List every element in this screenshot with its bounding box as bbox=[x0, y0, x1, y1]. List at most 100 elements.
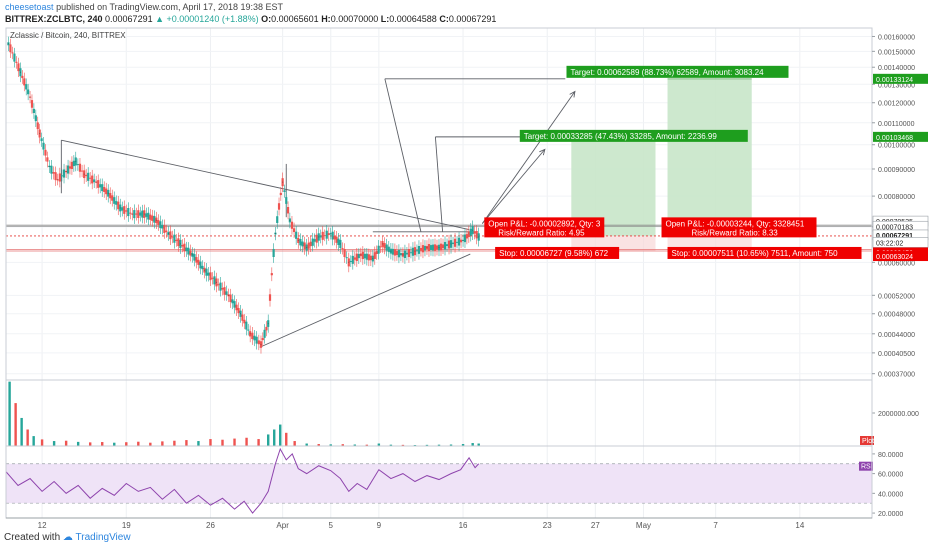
published-text: published on TradingView.com, April 17, … bbox=[56, 2, 284, 12]
price-series bbox=[7, 36, 480, 354]
candle-body bbox=[149, 214, 152, 220]
stop-label-2: Stop: 0.00007511 (10.65%) 7511, Amount: … bbox=[672, 249, 839, 258]
candle-body bbox=[147, 212, 150, 220]
candle-body bbox=[107, 189, 110, 197]
candle-body bbox=[303, 242, 306, 249]
stop-label-2-box bbox=[667, 246, 862, 259]
price-change: ▲ +0.00001240 (+1.88%) bbox=[155, 14, 259, 24]
created-with-text: Created with bbox=[4, 532, 61, 543]
position-annotations: Target: 0.00033285 (47.43%) 33285, Amoun… bbox=[484, 65, 862, 259]
price-point bbox=[155, 219, 157, 221]
candle-body bbox=[451, 242, 455, 245]
rsi-pane: 80.0000 60.0000 40.0000 20.0000 RSI bbox=[5, 447, 903, 518]
candle-body bbox=[175, 239, 178, 241]
price-point bbox=[7, 43, 10, 45]
price-point bbox=[381, 243, 384, 245]
candle-body bbox=[439, 243, 443, 251]
candle-body bbox=[268, 294, 272, 301]
candle-body bbox=[235, 304, 238, 311]
price-label-box-0 bbox=[873, 73, 928, 84]
candle-body bbox=[30, 100, 34, 108]
candle-body bbox=[44, 149, 47, 156]
price-point bbox=[330, 232, 332, 235]
candle-body bbox=[367, 254, 370, 261]
candle-body bbox=[207, 272, 210, 276]
candle-body bbox=[243, 319, 246, 324]
candle-body bbox=[315, 234, 318, 243]
candle-body bbox=[217, 284, 220, 286]
candle-body bbox=[459, 239, 463, 243]
candle-body bbox=[17, 63, 20, 72]
candle-body bbox=[393, 249, 396, 256]
x-tick-label: 5 bbox=[329, 521, 334, 530]
open-label: O: bbox=[261, 14, 272, 24]
candle-body bbox=[131, 213, 134, 215]
candle-body bbox=[195, 257, 198, 263]
x-tick-label: Apr bbox=[276, 521, 289, 530]
rr-1: Risk/Reward Ratio: 4.95 bbox=[498, 228, 585, 237]
candle-body bbox=[295, 231, 298, 239]
candle-body bbox=[133, 210, 136, 219]
candle-body bbox=[245, 321, 248, 330]
price-point bbox=[75, 160, 77, 163]
candle-body bbox=[329, 233, 332, 235]
price-point bbox=[83, 173, 85, 175]
candle-body bbox=[80, 170, 84, 172]
candle-body bbox=[285, 197, 288, 204]
trend-drawings[interactable] bbox=[60, 78, 576, 348]
volume-bar bbox=[257, 439, 260, 446]
price-point bbox=[48, 165, 50, 168]
candle-body bbox=[223, 287, 226, 295]
candle-body bbox=[355, 253, 358, 262]
candle-body bbox=[286, 207, 290, 214]
candle-body bbox=[361, 251, 364, 260]
candle-body bbox=[435, 245, 439, 250]
x-tick-label: 19 bbox=[122, 521, 131, 530]
candle-body bbox=[145, 213, 148, 217]
candle-body bbox=[27, 89, 30, 95]
candle-body bbox=[219, 282, 222, 291]
price-label-0: 0.00133124 bbox=[876, 77, 913, 84]
candle-body bbox=[263, 329, 266, 338]
price-point bbox=[107, 192, 109, 194]
volume-bar bbox=[40, 439, 44, 446]
candle-body bbox=[179, 239, 182, 248]
price-point bbox=[131, 213, 133, 215]
volume-pane: 2000000.000 Plot bbox=[8, 381, 919, 446]
candle-body bbox=[68, 166, 72, 169]
volume-bar bbox=[341, 444, 344, 446]
price-point bbox=[402, 254, 404, 256]
y-tick-label: 0.00160000 bbox=[878, 34, 915, 41]
candle-body bbox=[95, 181, 98, 183]
price-point bbox=[191, 254, 194, 256]
candle-body bbox=[347, 258, 350, 267]
candle-body bbox=[321, 231, 324, 240]
price-point bbox=[179, 243, 182, 245]
volume-bar bbox=[209, 439, 212, 446]
volume-bar bbox=[26, 429, 29, 446]
candle-body bbox=[349, 260, 352, 262]
price-point bbox=[426, 246, 428, 249]
candle-body bbox=[103, 187, 106, 192]
candle-body bbox=[42, 142, 45, 150]
price-point bbox=[478, 236, 480, 238]
target-label-2: Target: 0.00062589 (88.73%) 62589, Amoun… bbox=[570, 68, 764, 77]
candle-body bbox=[109, 193, 112, 199]
candle-body bbox=[469, 228, 472, 236]
tradingview-brand[interactable]: TradingView bbox=[75, 532, 131, 543]
candle-body bbox=[197, 259, 200, 265]
candle-body bbox=[267, 320, 270, 327]
author-link[interactable]: cheesetoast bbox=[5, 2, 54, 12]
y-tick-label: 0.00090000 bbox=[878, 167, 915, 174]
candle-body bbox=[463, 234, 467, 243]
candle-body bbox=[395, 250, 399, 256]
candle-body bbox=[185, 247, 188, 252]
candle-body bbox=[171, 236, 174, 238]
volume-bar bbox=[137, 441, 140, 446]
candle-body bbox=[141, 210, 144, 218]
volume-bar bbox=[267, 434, 270, 446]
publish-header: cheesetoast published on TradingView.com… bbox=[5, 2, 283, 12]
volume-bar bbox=[305, 443, 308, 446]
price-point bbox=[57, 178, 59, 181]
